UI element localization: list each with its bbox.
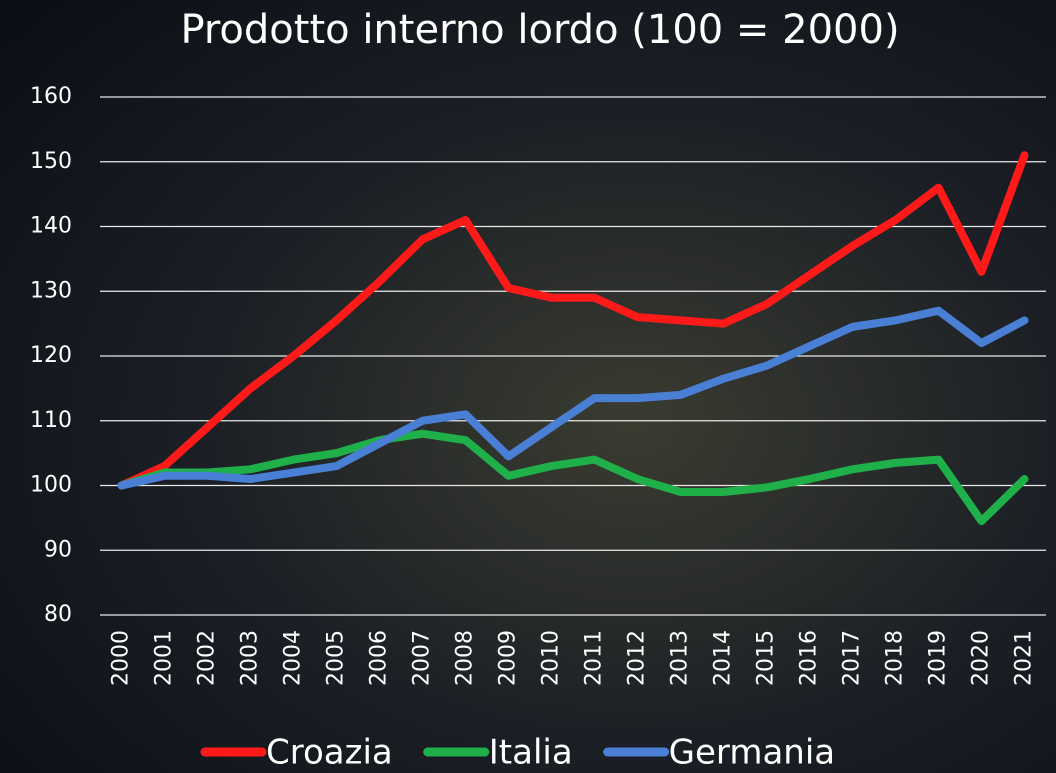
x-tick-label: 2003	[238, 630, 263, 686]
x-tick-label: 2019	[926, 630, 951, 686]
legend-label: Croazia	[266, 733, 393, 773]
x-tick-label: 2017	[840, 630, 865, 686]
y-tick-label: 150	[30, 149, 72, 174]
x-tick-label: 2008	[453, 630, 478, 686]
x-tick-label: 2000	[109, 630, 134, 686]
y-tick-label: 160	[30, 84, 72, 109]
x-tick-label: 2009	[496, 630, 521, 686]
y-tick-label: 90	[44, 537, 72, 562]
data-line	[117, 306, 1029, 490]
x-tick-label: 2018	[883, 630, 908, 686]
y-tick-label: 80	[44, 602, 72, 627]
x-tick-label: 2020	[969, 630, 994, 686]
legend-label: Italia	[489, 733, 573, 773]
x-tick-label: 2007	[410, 630, 435, 686]
x-tick-label: 2011	[582, 630, 607, 686]
y-tick-label: 120	[30, 343, 72, 368]
chart-title: Prodotto interno lordo (100 = 2000)	[180, 7, 899, 53]
x-tick-label: 2015	[754, 630, 779, 686]
x-tick-label: 2016	[797, 630, 822, 686]
x-tick-label: 2010	[539, 630, 564, 686]
x-tick-label: 2014	[711, 630, 736, 686]
y-tick-label: 110	[30, 408, 72, 433]
x-tick-label: 2005	[324, 630, 349, 686]
data-line	[117, 429, 1029, 526]
x-tick-label: 2012	[625, 630, 650, 686]
y-tick-label: 130	[30, 278, 72, 303]
x-tick-label: 2004	[281, 630, 306, 686]
x-tick-label: 2002	[195, 630, 220, 686]
x-tick-label: 2001	[152, 630, 177, 686]
x-tick-label: 2006	[367, 630, 392, 686]
y-tick-label: 140	[30, 214, 72, 239]
legend-label: Germania	[669, 733, 835, 773]
data-line	[117, 151, 1029, 490]
x-tick-label: 2021	[1012, 630, 1037, 686]
y-tick-label: 100	[30, 473, 72, 498]
x-tick-label: 2013	[668, 630, 693, 686]
